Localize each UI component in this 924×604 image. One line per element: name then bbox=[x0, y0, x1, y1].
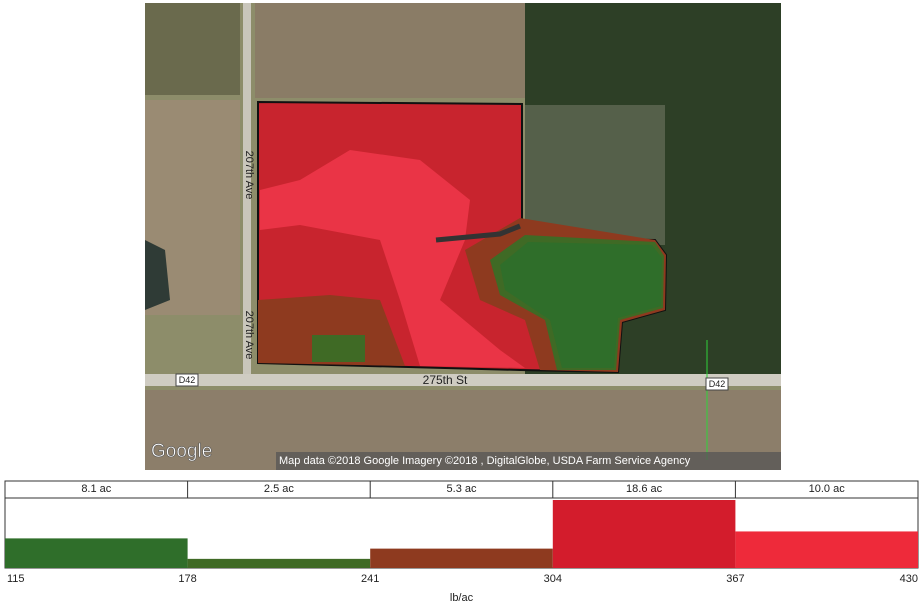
field bbox=[255, 3, 525, 98]
road-label: D42 bbox=[709, 379, 726, 389]
google-logo: Google bbox=[151, 441, 212, 462]
x-axis-label: lb/ac bbox=[450, 592, 474, 604]
road-label: D42 bbox=[179, 375, 196, 385]
value-label: 10.0 ac bbox=[809, 483, 846, 495]
bar bbox=[552, 500, 736, 568]
x-tick-label: 115 bbox=[7, 573, 25, 585]
value-label: 5.3 ac bbox=[447, 483, 477, 495]
road-label: 207th Ave bbox=[243, 311, 255, 360]
yield-zone bbox=[260, 150, 525, 368]
value-label: 2.5 ac bbox=[264, 483, 294, 495]
road bbox=[145, 374, 781, 386]
route-shield bbox=[175, 373, 199, 387]
pond bbox=[145, 240, 170, 310]
value-label: 8.1 ac bbox=[81, 483, 111, 495]
field bbox=[525, 105, 665, 245]
route-shield bbox=[705, 377, 729, 391]
yield-zone bbox=[500, 242, 662, 368]
bar bbox=[735, 531, 918, 568]
satellite-map: 207th Ave 207th Ave 275th St D42 D42 Goo… bbox=[145, 3, 781, 470]
x-tick-label: 430 bbox=[900, 573, 918, 585]
yield-histogram: 8.1 ac 2.5 ac 5.3 ac 18.6 ac 10.0 ac 115 178 24… bbox=[4, 480, 919, 604]
waterway bbox=[435, 223, 521, 243]
x-tick-label: 241 bbox=[361, 573, 379, 585]
yield-zone bbox=[312, 335, 365, 362]
x-tick-label: 367 bbox=[726, 573, 744, 585]
road bbox=[243, 3, 251, 378]
road-label: 207th Ave bbox=[243, 151, 255, 200]
bar bbox=[5, 538, 188, 568]
x-tick-label: 178 bbox=[178, 573, 196, 585]
attribution: Map data ©2018 Google Imagery ©2018 , Di… bbox=[279, 455, 691, 467]
road-label: 275th St bbox=[423, 373, 468, 387]
x-tick-label: 304 bbox=[544, 573, 562, 585]
bar bbox=[187, 558, 371, 568]
bar bbox=[370, 548, 553, 568]
attribution-bar bbox=[276, 452, 781, 470]
yield-zone bbox=[258, 295, 405, 366]
farmstead bbox=[145, 3, 240, 95]
value-label: 18.6 ac bbox=[626, 483, 663, 495]
